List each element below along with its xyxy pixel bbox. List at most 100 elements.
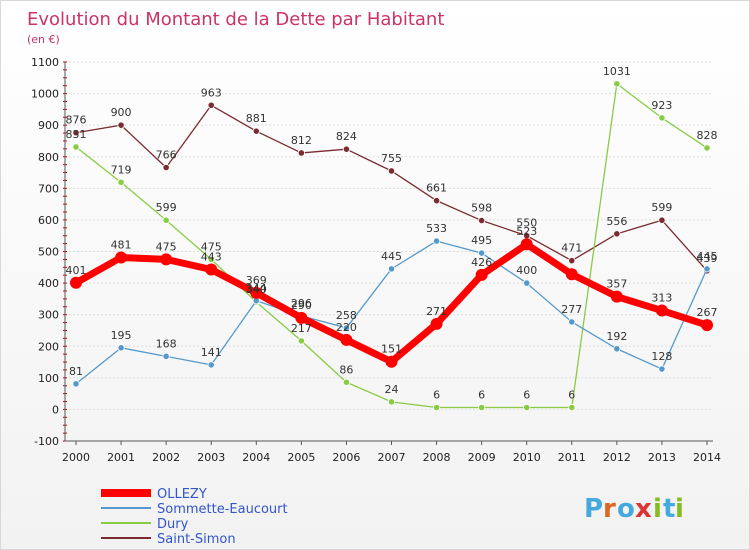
- data-point: [432, 197, 441, 205]
- data-label: 81: [69, 365, 83, 378]
- data-label: 400: [516, 264, 537, 277]
- data-point: [207, 361, 215, 369]
- data-label: 168: [156, 337, 177, 350]
- legend-entry: OLLEZY: [157, 487, 207, 502]
- data-point: [340, 333, 353, 346]
- data-point: [613, 345, 621, 353]
- y-tick-label: 0: [52, 403, 59, 416]
- x-tick-label: 2006: [332, 451, 360, 464]
- y-tick-label: 800: [38, 151, 59, 164]
- legend-entry: Sommette-Eaucourt: [157, 502, 288, 517]
- data-label: 533: [426, 222, 447, 235]
- data-label: 766: [156, 148, 177, 161]
- data-point: [117, 178, 125, 186]
- y-tick-label: 500: [38, 246, 59, 259]
- data-label: 258: [336, 309, 357, 322]
- data-point: [162, 352, 170, 360]
- data-point: [613, 80, 621, 88]
- data-label: 369: [246, 274, 267, 287]
- data-label: 661: [426, 182, 447, 195]
- data-point: [72, 129, 80, 137]
- data-point: [655, 304, 668, 317]
- data-point: [478, 249, 486, 257]
- data-point: [385, 355, 398, 368]
- data-point: [252, 127, 260, 135]
- data-label: 220: [336, 321, 357, 334]
- logo-letter: t: [663, 494, 675, 524]
- data-point: [72, 143, 80, 151]
- data-label: 900: [111, 106, 132, 119]
- data-label: 755: [381, 152, 402, 165]
- data-point: [520, 238, 533, 251]
- data-point: [72, 380, 80, 388]
- data-point: [430, 317, 443, 330]
- data-label: 6: [568, 389, 575, 402]
- y-tick-label: 300: [38, 309, 59, 322]
- y-tick-label: 400: [38, 277, 59, 290]
- series: [70, 80, 713, 412]
- data-point: [658, 216, 666, 224]
- data-label: 523: [516, 225, 537, 238]
- data-point: [250, 286, 263, 299]
- data-label: 192: [606, 330, 627, 343]
- data-point: [207, 255, 215, 263]
- logo-letter: r: [603, 494, 616, 524]
- y-tick-label: 100: [38, 372, 59, 385]
- data-point: [162, 163, 170, 172]
- data-point: [658, 365, 666, 373]
- data-point: [568, 257, 576, 265]
- x-tick-label: 2011: [558, 451, 586, 464]
- data-label: 471: [561, 242, 582, 255]
- x-tick-label: 2005: [287, 451, 315, 464]
- chart-title: Evolution du Montant de la Dette par Hab…: [27, 9, 444, 30]
- data-label: 439: [697, 252, 718, 265]
- y-tick-label: 200: [38, 340, 59, 353]
- data-label: 151: [381, 343, 402, 356]
- data-label: 6: [433, 389, 440, 402]
- data-label: 141: [201, 346, 222, 359]
- data-point: [613, 230, 621, 238]
- data-point: [568, 403, 576, 412]
- y-tick-label: 1000: [31, 88, 59, 101]
- data-label: 313: [651, 292, 672, 305]
- y-tick-label: 900: [38, 119, 59, 132]
- x-tick-label: 2010: [513, 451, 541, 464]
- grid: [65, 61, 713, 442]
- x-tick-label: 2012: [603, 451, 631, 464]
- data-point: [117, 121, 125, 129]
- x-tick-label: 2009: [468, 451, 496, 464]
- data-point: [387, 265, 396, 273]
- data-label: 445: [381, 250, 402, 263]
- y-tick-label: 1100: [31, 56, 59, 69]
- data-label: 824: [336, 130, 357, 143]
- data-point: [432, 237, 441, 245]
- x-tick-label: 2002: [152, 451, 180, 464]
- data-label: 344: [246, 282, 267, 295]
- data-point: [523, 403, 531, 412]
- x-tick-label: 2004: [242, 451, 270, 464]
- data-label: 296: [291, 297, 312, 310]
- logo-letter: i: [653, 494, 662, 524]
- data-label: 550: [516, 217, 537, 230]
- data-label: 357: [606, 278, 627, 291]
- data-label: 1031: [603, 65, 631, 78]
- data-point: [478, 403, 486, 412]
- data-point: [387, 167, 396, 175]
- data-label: 128: [651, 350, 672, 363]
- data-label: 495: [471, 234, 492, 247]
- data-label: 426: [471, 256, 492, 269]
- data-point: [162, 216, 170, 224]
- data-point: [342, 145, 351, 153]
- data-label: 290: [291, 299, 312, 312]
- data-label: 271: [426, 305, 447, 318]
- data-point: [432, 403, 441, 412]
- x-tick-label: 2014: [693, 451, 721, 464]
- data-label: 277: [561, 303, 582, 316]
- data-point: [565, 268, 578, 281]
- data-point: [297, 337, 305, 345]
- chart-subtitle: (en €): [27, 33, 60, 46]
- data-label: 963: [201, 86, 222, 99]
